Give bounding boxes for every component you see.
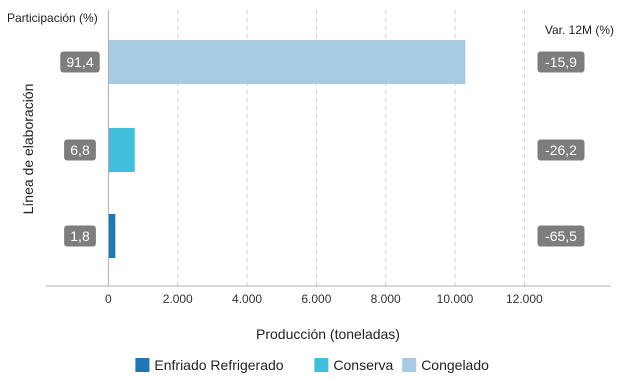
participation-header: Participación (%) [7, 11, 98, 25]
x-tick-label: 0 [105, 292, 112, 306]
legend-label: Enfriado Refrigerado [154, 357, 283, 373]
variation-labels: -15,9 -26,2 -65,5 [537, 51, 585, 247]
legend-item: Enfriado Refrigerado [135, 357, 284, 373]
x-tick-label: 4.000 [232, 292, 262, 306]
legend-item: Congelado [402, 357, 489, 373]
legend: Enfriado Refrigerado Conserva Congelado [135, 357, 489, 373]
legend-swatch [314, 358, 329, 372]
variation-label-text: -65,5 [545, 228, 577, 244]
participation-label-text: 1,8 [70, 228, 90, 244]
variation-label-bg [537, 51, 585, 73]
variation-label-bg [537, 225, 585, 247]
x-tick-label: 12.000 [506, 292, 543, 306]
x-tick-label: 6.000 [301, 292, 331, 306]
legend-item: Conserva [314, 357, 394, 373]
variation-label: -26,2 [537, 139, 585, 161]
participation-label: 91,4 [60, 51, 100, 73]
x-axis-title: Producción (toneladas) [256, 326, 400, 342]
variation-label-bg [537, 139, 585, 161]
variation-label-text: -26,2 [545, 142, 577, 158]
participation-labels: 91,4 6,8 1,8 [60, 51, 100, 247]
legend-swatch [402, 358, 417, 372]
bars [108, 40, 466, 258]
x-tick-labels: 0 2.000 4.000 6.000 8.000 10.000 12.000 [105, 292, 543, 306]
legend-label: Conserva [333, 357, 393, 373]
participation-label: 1,8 [64, 225, 96, 247]
variation-header: Var. 12M (%) [545, 23, 614, 37]
legend-label: Congelado [421, 357, 489, 373]
variation-label: -15,9 [537, 51, 585, 73]
variation-label: -65,5 [537, 225, 585, 247]
x-tick-label: 10.000 [437, 292, 474, 306]
bar [108, 214, 116, 258]
participation-label-bg [64, 225, 96, 247]
participation-label-bg [60, 51, 100, 73]
bar [108, 128, 135, 172]
variation-label-text: -15,9 [545, 54, 577, 70]
participation-label-bg [64, 139, 96, 161]
legend-swatch [135, 358, 150, 372]
x-tick-label: 2.000 [163, 292, 193, 306]
bar [108, 40, 466, 84]
participation-label: 6,8 [64, 139, 96, 161]
x-tick-label: 8.000 [371, 292, 401, 306]
participation-label-text: 6,8 [70, 142, 90, 158]
y-axis-title: Línea de elaboración [20, 84, 36, 215]
participation-label-text: 91,4 [66, 54, 93, 70]
grid-lines [177, 10, 525, 286]
